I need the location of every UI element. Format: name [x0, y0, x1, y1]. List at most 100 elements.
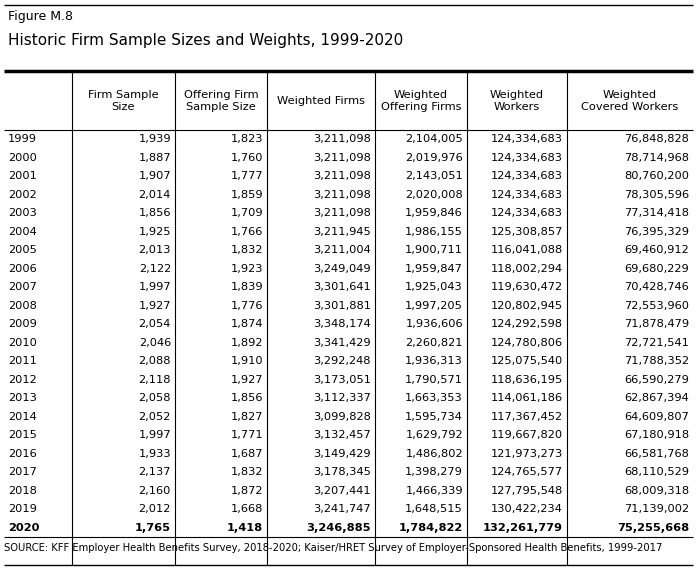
Text: 124,334,683: 124,334,683 [491, 171, 563, 181]
Text: Firm Sample
Size: Firm Sample Size [89, 90, 159, 112]
Text: 3,211,004: 3,211,004 [313, 246, 371, 255]
Text: 2,260,821: 2,260,821 [406, 338, 463, 348]
Text: 2019: 2019 [8, 504, 37, 514]
Text: 69,680,229: 69,680,229 [625, 264, 689, 274]
Text: 1,892: 1,892 [231, 338, 263, 348]
Text: 64,609,807: 64,609,807 [624, 412, 689, 422]
Text: 2,137: 2,137 [139, 467, 171, 477]
Text: Weighted
Workers: Weighted Workers [490, 90, 544, 112]
Text: 1,936,606: 1,936,606 [406, 319, 463, 329]
Text: 119,630,472: 119,630,472 [491, 282, 563, 292]
Text: 68,009,318: 68,009,318 [624, 486, 689, 496]
Text: SOURCE: KFF Employer Health Benefits Survey, 2018-2020; Kaiser/HRET Survey of Em: SOURCE: KFF Employer Health Benefits Sur… [4, 543, 662, 553]
Text: 1,839: 1,839 [231, 282, 263, 292]
Text: 3,249,049: 3,249,049 [314, 264, 371, 274]
Text: 71,139,002: 71,139,002 [624, 504, 689, 514]
Text: 69,460,912: 69,460,912 [625, 246, 689, 255]
Text: 1,776: 1,776 [231, 301, 263, 311]
Text: 3,211,098: 3,211,098 [313, 190, 371, 200]
Text: 67,180,918: 67,180,918 [624, 431, 689, 440]
Text: 3,241,747: 3,241,747 [314, 504, 371, 514]
Text: 2,054: 2,054 [139, 319, 171, 329]
Text: 66,590,279: 66,590,279 [624, 375, 689, 385]
Text: 3,211,945: 3,211,945 [313, 227, 371, 237]
Text: 3,149,429: 3,149,429 [314, 449, 371, 459]
Text: 1,856: 1,856 [139, 208, 171, 218]
Text: 1,832: 1,832 [231, 246, 263, 255]
Text: 72,553,960: 72,553,960 [624, 301, 689, 311]
Text: 2008: 2008 [8, 301, 37, 311]
Text: 1,418: 1,418 [227, 522, 263, 533]
Text: 2010: 2010 [8, 338, 37, 348]
Text: 1,466,339: 1,466,339 [406, 486, 463, 496]
Text: 1,663,353: 1,663,353 [405, 393, 463, 403]
Text: 2011: 2011 [8, 356, 37, 366]
Text: 1,790,571: 1,790,571 [405, 375, 463, 385]
Text: 2006: 2006 [8, 264, 37, 274]
Text: 71,788,352: 71,788,352 [624, 356, 689, 366]
Text: 1999: 1999 [8, 134, 37, 144]
Text: 3,301,641: 3,301,641 [313, 282, 371, 292]
Text: 2001: 2001 [8, 171, 37, 181]
Text: 3,341,429: 3,341,429 [314, 338, 371, 348]
Text: 1,859: 1,859 [231, 190, 263, 200]
Text: 68,110,529: 68,110,529 [624, 467, 689, 477]
Text: 3,211,098: 3,211,098 [313, 171, 371, 181]
Text: 2,160: 2,160 [139, 486, 171, 496]
Text: 1,907: 1,907 [139, 171, 171, 181]
Text: 62,867,394: 62,867,394 [625, 393, 689, 403]
Text: 2,012: 2,012 [139, 504, 171, 514]
Text: 1,398,279: 1,398,279 [405, 467, 463, 477]
Text: 130,422,234: 130,422,234 [491, 504, 563, 514]
Text: 1,687: 1,687 [231, 449, 263, 459]
Text: 1,939: 1,939 [139, 134, 171, 144]
Text: 124,292,598: 124,292,598 [491, 319, 563, 329]
Text: 127,795,548: 127,795,548 [491, 486, 563, 496]
Text: Historic Firm Sample Sizes and Weights, 1999-2020: Historic Firm Sample Sizes and Weights, … [8, 33, 404, 48]
Text: 2002: 2002 [8, 190, 37, 200]
Text: 70,428,746: 70,428,746 [625, 282, 689, 292]
Text: 1,827: 1,827 [231, 412, 263, 422]
Text: 1,648,515: 1,648,515 [405, 504, 463, 514]
Text: 3,099,828: 3,099,828 [313, 412, 371, 422]
Text: 2013: 2013 [8, 393, 37, 403]
Text: 118,636,195: 118,636,195 [491, 375, 563, 385]
Text: 2012: 2012 [8, 375, 37, 385]
Text: 132,261,779: 132,261,779 [483, 522, 563, 533]
Text: 1,766: 1,766 [231, 227, 263, 237]
Text: 1,959,847: 1,959,847 [405, 264, 463, 274]
Text: 2,019,976: 2,019,976 [405, 153, 463, 163]
Text: 1,997: 1,997 [139, 431, 171, 440]
Text: 3,211,098: 3,211,098 [313, 134, 371, 144]
Text: 120,802,945: 120,802,945 [491, 301, 563, 311]
Text: 1,765: 1,765 [135, 522, 171, 533]
Text: 1,486,802: 1,486,802 [406, 449, 463, 459]
Text: 76,848,828: 76,848,828 [624, 134, 689, 144]
Text: 1,900,711: 1,900,711 [405, 246, 463, 255]
Text: 1,923: 1,923 [231, 264, 263, 274]
Text: 1,629,792: 1,629,792 [406, 431, 463, 440]
Text: 2,088: 2,088 [139, 356, 171, 366]
Text: 1,910: 1,910 [231, 356, 263, 366]
Text: Weighted
Covered Workers: Weighted Covered Workers [581, 90, 679, 112]
Text: 1,771: 1,771 [231, 431, 263, 440]
Text: 124,334,683: 124,334,683 [491, 134, 563, 144]
Text: 3,211,098: 3,211,098 [313, 208, 371, 218]
Text: 1,959,846: 1,959,846 [405, 208, 463, 218]
Text: 3,178,345: 3,178,345 [313, 467, 371, 477]
Text: 1,595,734: 1,595,734 [405, 412, 463, 422]
Text: 117,367,452: 117,367,452 [491, 412, 563, 422]
Text: 2000: 2000 [8, 153, 37, 163]
Text: Weighted Firms: Weighted Firms [277, 96, 365, 106]
Text: 1,927: 1,927 [139, 301, 171, 311]
Text: 2009: 2009 [8, 319, 37, 329]
Text: 121,973,273: 121,973,273 [491, 449, 563, 459]
Text: 71,878,479: 71,878,479 [624, 319, 689, 329]
Text: 76,395,329: 76,395,329 [624, 227, 689, 237]
Text: 1,986,155: 1,986,155 [405, 227, 463, 237]
Text: 1,997: 1,997 [139, 282, 171, 292]
Text: 1,823: 1,823 [231, 134, 263, 144]
Text: 114,061,186: 114,061,186 [491, 393, 563, 403]
Text: 3,292,248: 3,292,248 [314, 356, 371, 366]
Text: 2,020,008: 2,020,008 [405, 190, 463, 200]
